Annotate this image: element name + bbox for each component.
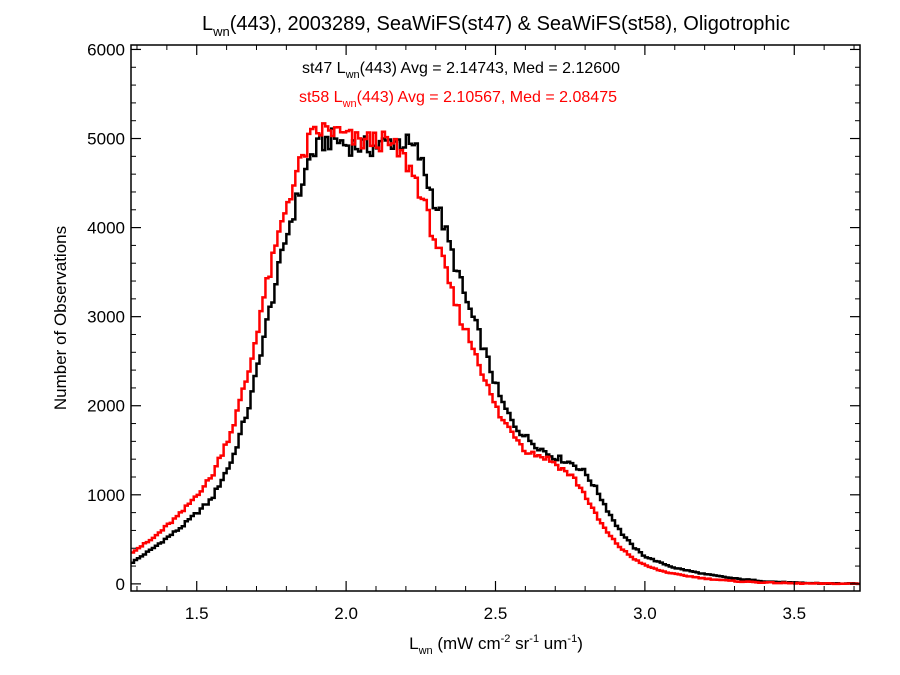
y-tick-label: 4000 <box>87 219 125 238</box>
y-tick-label: 6000 <box>87 40 125 59</box>
series-st58-histogram <box>131 122 860 586</box>
y-axis-label: Number of Observations <box>51 226 70 410</box>
annotation-st58: st58 Lwn(443) Avg = 2.10567, Med = 2.084… <box>299 89 617 110</box>
annotation-st58-pre: st58 L <box>299 89 343 106</box>
x-axis-label-sup2: -1 <box>529 633 539 645</box>
annotation-st47-post: (443) Avg = 2.14743, Med = 2.12600 <box>360 60 620 77</box>
annotation-st47-pre: st47 L <box>302 60 346 77</box>
annotation-st47: st47 Lwn(443) Avg = 2.14743, Med = 2.126… <box>302 60 620 81</box>
x-tick-label: 2.5 <box>484 604 508 623</box>
x-tick-label: 1.5 <box>185 604 209 623</box>
plot-area <box>131 122 860 586</box>
chart-title-post: (443), 2003289, SeaWiFS(st47) & SeaWiFS(… <box>230 13 790 35</box>
y-tick-label: 0 <box>116 575 125 594</box>
x-axis-label-sup1: -2 <box>501 633 511 645</box>
x-tick-label: 2.0 <box>334 604 358 623</box>
x-axis-label-post: (mW cm <box>433 634 501 653</box>
x-axis-label-pre: L <box>409 634 418 653</box>
x-axis-label-mid: sr <box>510 634 529 653</box>
chart-title: Lwn(443), 2003289, SeaWiFS(st47) & SeaWi… <box>202 13 790 39</box>
plot-frame <box>130 44 861 592</box>
annotation-st58-post: (443) Avg = 2.10567, Med = 2.08475 <box>357 89 617 106</box>
x-tick-label: 3.0 <box>633 604 657 623</box>
y-tick-label: 5000 <box>87 130 125 149</box>
series-st47-histogram <box>131 127 860 586</box>
y-tick-label: 3000 <box>87 308 125 327</box>
x-axis-label-close: ) <box>577 634 583 653</box>
y-tick-label: 2000 <box>87 397 125 416</box>
x-axis-label-end: um <box>539 634 567 653</box>
x-axis-label: Lwn (mW cm-2 sr-1 um-1) <box>409 633 583 657</box>
annotation-st47-sub: wn <box>345 69 360 81</box>
y-tick-label: 1000 <box>87 486 125 505</box>
chart-title-sub: wn <box>212 24 230 39</box>
x-axis-label-sub: wn <box>418 645 433 657</box>
x-axis-label-sup3: -1 <box>567 633 577 645</box>
annotation-st58-sub: wn <box>342 98 357 110</box>
axis-ticks: 1.5 2.0 2.5 3.0 3.5 0 1000 2000 3000 4000 5000 6000 <box>87 40 860 623</box>
x-tick-label: 3.5 <box>782 604 806 623</box>
chart-title-pre: L <box>202 13 213 35</box>
